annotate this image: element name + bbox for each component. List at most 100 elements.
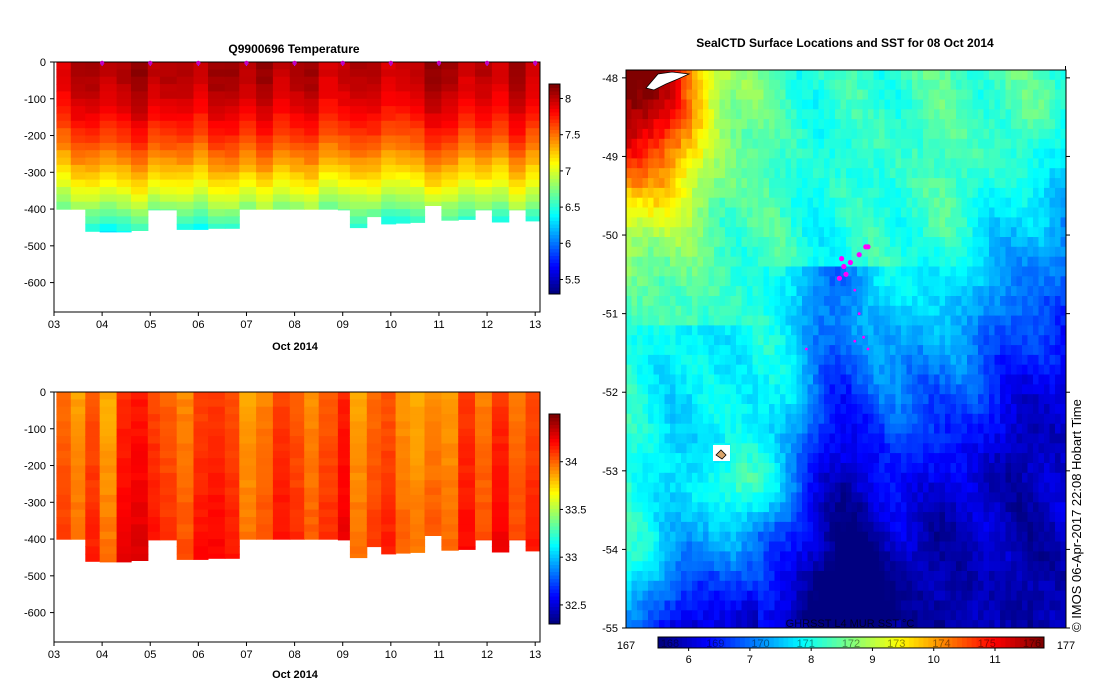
sst-cell [917, 443, 924, 454]
sst-cell [978, 423, 985, 435]
sst-cell [873, 168, 880, 179]
section-cell [289, 502, 305, 511]
sst-cell [708, 276, 715, 287]
section-cell [304, 157, 320, 166]
sst-cell [747, 276, 754, 287]
sst-cell [791, 315, 798, 326]
section-cell [381, 531, 397, 540]
section-cell [337, 98, 351, 107]
sst-cell [708, 433, 715, 444]
sst-cell [906, 158, 913, 169]
sst-cell [967, 404, 974, 415]
sst-cell [835, 148, 842, 159]
sst-cell [659, 207, 666, 218]
section-cell [99, 539, 118, 548]
section-cell [366, 494, 382, 503]
sst-cell [945, 168, 952, 179]
sst-cell [917, 413, 924, 425]
sst-cell [1022, 246, 1029, 258]
sst-cell [1033, 325, 1040, 336]
sst-cell [1005, 99, 1012, 110]
section-cell [70, 113, 86, 122]
section-cell [224, 487, 240, 496]
sst-cell [653, 138, 660, 150]
section-cell [85, 84, 101, 93]
sst-cell [681, 158, 688, 169]
section-cell [491, 62, 510, 70]
section-cell [176, 157, 195, 166]
sst-cell [725, 305, 732, 317]
sst-cell [846, 364, 853, 376]
sst-cell [818, 345, 825, 356]
sst-cell [978, 217, 985, 228]
section-cell [508, 135, 527, 144]
sst-cell [956, 266, 963, 277]
sst-cell [978, 374, 985, 385]
section-cell [424, 436, 442, 445]
sst-cell [708, 296, 715, 307]
sst-cell [994, 207, 1001, 218]
section-cell [159, 399, 178, 408]
sst-cell [835, 138, 842, 150]
sst-cell [835, 286, 842, 297]
sst-cell [659, 197, 666, 209]
sst-cell [697, 119, 704, 130]
section-cell [116, 472, 132, 481]
section-cell [70, 509, 86, 518]
section-cell [289, 98, 305, 107]
x-tick-label: 04 [96, 649, 108, 661]
sst-cell [697, 158, 704, 169]
section-cell [272, 187, 291, 195]
salinity-x-label: Oct 2014 [272, 669, 319, 681]
section-cell [458, 509, 476, 518]
sst-cell [763, 384, 770, 395]
sst-cell [901, 472, 908, 484]
sst-cell [928, 276, 935, 287]
sst-cell [824, 168, 831, 179]
sst-cell [857, 374, 864, 385]
sst-cell [774, 276, 781, 287]
sst-cell [681, 472, 688, 484]
sst-cell [807, 315, 814, 326]
sst-cell [736, 413, 743, 425]
section-cell [56, 98, 72, 107]
sst-cell [1038, 187, 1045, 199]
section-cell [193, 164, 209, 173]
sst-cell [1000, 266, 1007, 277]
sst-cell [862, 472, 869, 484]
sst-cell [895, 305, 902, 317]
sst-cell [890, 305, 897, 317]
sst-cell [1044, 197, 1051, 209]
colorbar-swatch [549, 224, 560, 228]
sst-cell [1033, 89, 1040, 100]
section-cell [256, 172, 274, 181]
section-cell [395, 443, 411, 452]
sst-cell [994, 79, 1001, 91]
sst-cell [967, 276, 974, 287]
section-cell [395, 179, 411, 188]
sst-cell [917, 335, 924, 346]
sst-cell [901, 315, 908, 326]
sst-cell [906, 168, 913, 179]
section-cell [525, 84, 540, 93]
section-cell [318, 443, 339, 452]
section-cell [410, 392, 426, 400]
section-cell [131, 524, 149, 533]
colorbar-swatch [549, 505, 560, 509]
colorbar-tick-label: 7 [565, 166, 571, 178]
sst-cell [868, 197, 875, 209]
sst-cell [659, 89, 666, 100]
section-cell [441, 142, 459, 151]
sst-cell [659, 354, 666, 366]
sst-cell [681, 286, 688, 297]
sst-cell [989, 237, 996, 248]
section-cell [410, 91, 426, 100]
sst-cell [978, 354, 985, 366]
sst-cell [664, 394, 671, 405]
sst-cell [939, 246, 946, 258]
sst-cell [813, 158, 820, 169]
sst-cell [730, 79, 737, 91]
colorbar-swatch [549, 129, 560, 134]
sst-cell [1060, 463, 1066, 474]
section-cell [525, 414, 540, 423]
